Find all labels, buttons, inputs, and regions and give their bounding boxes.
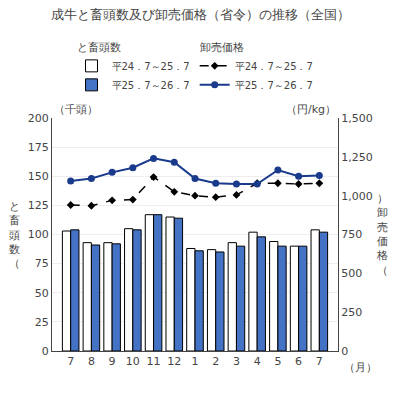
- svg-text:0: 0: [341, 345, 348, 358]
- svg-text:と畜頭数: と畜頭数: [77, 41, 121, 54]
- svg-text:100: 100: [28, 228, 49, 241]
- svg-text:200: 200: [28, 112, 49, 125]
- svg-text:と畜頭数（: と畜頭数（: [9, 200, 20, 270]
- svg-text:150: 150: [28, 170, 49, 183]
- svg-text:）卸売価格（: ）卸売価格（: [376, 192, 388, 277]
- svg-text:75: 75: [35, 257, 49, 270]
- svg-text:0: 0: [42, 345, 49, 358]
- svg-text:9: 9: [109, 355, 116, 368]
- svg-text:750: 750: [341, 228, 362, 241]
- svg-text:175: 175: [28, 141, 49, 154]
- svg-text:7: 7: [67, 355, 74, 368]
- svg-text:8: 8: [88, 355, 95, 368]
- svg-text:125: 125: [28, 199, 49, 212]
- svg-text:平25．7～26．7: 平25．7～26．7: [235, 80, 313, 91]
- svg-text:50: 50: [35, 287, 49, 300]
- svg-text:成牛と畜頭数及び卸売価格（省令）の推移（全国）: 成牛と畜頭数及び卸売価格（省令）の推移（全国）: [51, 7, 350, 22]
- svg-text:12: 12: [167, 355, 181, 368]
- svg-text:250: 250: [341, 306, 362, 319]
- svg-text:卸売価格: 卸売価格: [200, 41, 244, 54]
- svg-text:500: 500: [341, 267, 362, 280]
- svg-text:11: 11: [147, 355, 161, 368]
- svg-text:3: 3: [233, 355, 240, 368]
- svg-text:2: 2: [212, 355, 219, 368]
- svg-text:平25．7～26．7: 平25．7～26．7: [112, 80, 190, 91]
- svg-text:7: 7: [316, 355, 323, 368]
- svg-text:（月）: （月）: [344, 361, 377, 374]
- svg-text:1,500: 1,500: [341, 112, 373, 125]
- svg-text:1,000: 1,000: [341, 190, 373, 203]
- svg-text:（千頭）: （千頭）: [54, 103, 98, 116]
- svg-text:（円/kg）: （円/kg）: [286, 103, 336, 116]
- svg-text:1,250: 1,250: [341, 151, 373, 164]
- svg-text:平24．7～25．7: 平24．7～25．7: [235, 61, 313, 72]
- svg-text:25: 25: [35, 316, 49, 329]
- svg-text:10: 10: [126, 355, 140, 368]
- svg-text:4: 4: [254, 355, 261, 368]
- svg-text:6: 6: [295, 355, 302, 368]
- svg-text:5: 5: [274, 355, 281, 368]
- svg-text:1: 1: [192, 355, 199, 368]
- svg-text:平24．7～25．7: 平24．7～25．7: [112, 61, 190, 72]
